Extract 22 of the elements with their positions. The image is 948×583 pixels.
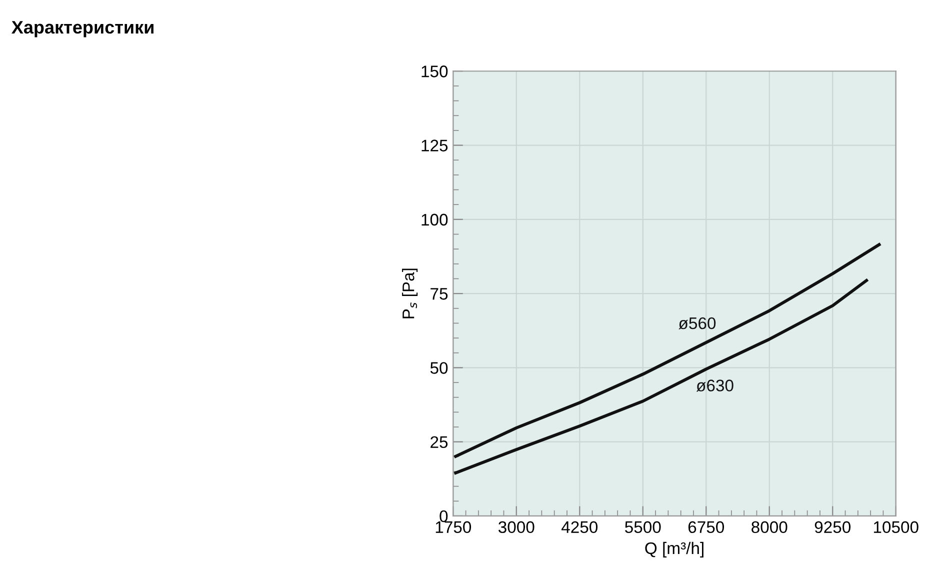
line-series xyxy=(454,243,881,458)
series-label: ø630 xyxy=(696,380,734,392)
y-tick-label: 125 xyxy=(422,140,448,152)
y-tick-label: 0 xyxy=(440,510,448,522)
x-tick-label: 3000 xyxy=(498,521,534,534)
y-tick-label: 75 xyxy=(430,288,448,300)
y-tick-label: 50 xyxy=(430,362,448,374)
x-tick-label: 9250 xyxy=(814,521,851,534)
y-tick-label: 150 xyxy=(422,66,448,78)
x-tick-label: 8000 xyxy=(752,521,788,534)
y-axis-title: P$_{s}$ [Pa] xyxy=(402,268,418,318)
x-tick-label: 1750 xyxy=(436,521,472,534)
x-tick-label: 10500 xyxy=(874,521,918,534)
y-tick-label: 25 xyxy=(430,436,448,448)
x-axis-title: Q [m³/h] xyxy=(645,542,704,558)
text: Характеристики xyxy=(12,21,154,38)
series-label: ø560 xyxy=(678,317,716,330)
x-tick-label: 6750 xyxy=(688,521,724,534)
line-series xyxy=(454,278,868,474)
x-tick-label: 4250 xyxy=(561,521,598,534)
x-tick-label: 5500 xyxy=(625,521,661,534)
y-tick-label: 100 xyxy=(422,214,448,226)
